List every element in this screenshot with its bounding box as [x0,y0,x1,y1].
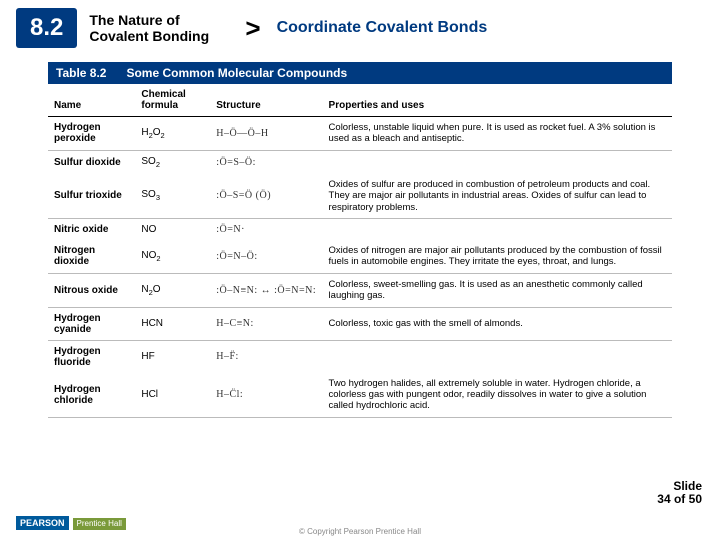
properties-uses: Oxides of sulfur are produced in combust… [323,174,672,219]
chemical-formula: NO [135,218,210,240]
lewis-structure: H–F̈: [210,340,322,373]
table-row: Nitrogen dioxideNO2:Ö=N–Ö:Oxides of nitr… [48,240,672,273]
properties-uses: Colorless, toxic gas with the smell of a… [323,307,672,340]
slide-header: 8.2 The Nature of Covalent Bonding > Coo… [0,0,720,54]
table-title-bar: Table 8.2 Some Common Molecular Compound… [48,62,672,84]
slide-position: 34 of 50 [657,493,702,506]
compound-name: Nitrous oxide [48,273,135,307]
table-number: Table 8.2 [56,66,106,80]
table-row: Sulfur dioxideSO2:Ö=S–Ö: [48,150,672,174]
table-body: Hydrogen peroxideH2O2H–Ö—Ö–HColorless, u… [48,117,672,418]
column-header: Name [48,84,135,117]
lewis-structure: :Ö–S=Ö (Ö) [210,174,322,219]
chemical-formula: HCl [135,373,210,418]
subtopic-title: Coordinate Covalent Bonds [277,19,488,37]
chemical-formula: SO3 [135,174,210,219]
table-title: Some Common Molecular Compounds [126,66,347,80]
properties-uses: Two hydrogen halides, all extremely solu… [323,373,672,418]
table-row: Nitrous oxideN2O:Ö–N≡N: ↔ :Ö=N=N:Colorle… [48,273,672,307]
table-row: Hydrogen fluorideHFH–F̈: [48,340,672,373]
lewis-structure: :Ö=N–Ö: [210,240,322,273]
column-header: Chemical formula [135,84,210,117]
table-row: Hydrogen peroxideH2O2H–Ö—Ö–HColorless, u… [48,117,672,151]
lewis-structure: :Ö=N· [210,218,322,240]
chemical-formula: HF [135,340,210,373]
lewis-structure: :Ö=S–Ö: [210,150,322,174]
compound-name: Sulfur trioxide [48,174,135,219]
compounds-table: NameChemical formulaStructureProperties … [48,84,672,418]
chemical-formula: NO2 [135,240,210,273]
chapter-title: The Nature of Covalent Bonding [89,12,229,44]
slide-counter: Slide 34 of 50 [657,480,702,506]
lewis-structure: H–Ö—Ö–H [210,117,322,151]
properties-uses: Colorless, unstable liquid when pure. It… [323,117,672,151]
chemical-formula: HCN [135,307,210,340]
slide-label: Slide [657,480,702,493]
properties-uses [323,150,672,174]
chemical-formula: SO2 [135,150,210,174]
properties-uses [323,340,672,373]
compound-name: Nitric oxide [48,218,135,240]
compound-name: Hydrogen peroxide [48,117,135,151]
chemical-formula: H2O2 [135,117,210,151]
chevron-right-icon: > [245,13,260,44]
section-number-badge: 8.2 [16,8,77,48]
lewis-structure: :Ö–N≡N: ↔ :Ö=N=N: [210,273,322,307]
table-row: Nitric oxideNO:Ö=N· [48,218,672,240]
table-row: Hydrogen cyanideHCNH–C≡N:Colorless, toxi… [48,307,672,340]
chemical-formula: N2O [135,273,210,307]
column-header: Properties and uses [323,84,672,117]
compound-name: Hydrogen fluoride [48,340,135,373]
table-row: Sulfur trioxideSO3:Ö–S=Ö (Ö)Oxides of su… [48,174,672,219]
table-header-row: NameChemical formulaStructureProperties … [48,84,672,117]
table-row: Hydrogen chlorideHClH–C̈l:Two hydrogen h… [48,373,672,418]
copyright-text: © Copyright Pearson Prentice Hall [0,527,720,536]
compound-name: Hydrogen chloride [48,373,135,418]
compound-name: Sulfur dioxide [48,150,135,174]
compounds-table-wrap: Table 8.2 Some Common Molecular Compound… [48,62,672,418]
lewis-structure: H–C≡N: [210,307,322,340]
properties-uses: Colorless, sweet-smelling gas. It is use… [323,273,672,307]
column-header: Structure [210,84,322,117]
lewis-structure: H–C̈l: [210,373,322,418]
compound-name: Hydrogen cyanide [48,307,135,340]
compound-name: Nitrogen dioxide [48,240,135,273]
properties-uses: Oxides of nitrogen are major air polluta… [323,240,672,273]
properties-uses [323,218,672,240]
